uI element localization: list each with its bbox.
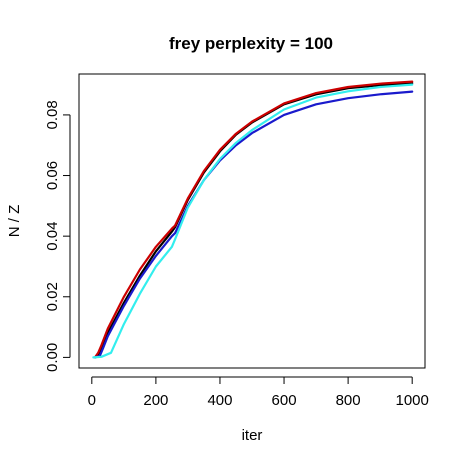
x-axis: 0 200 400 600 800 1000	[88, 376, 429, 409]
series-line-2	[93, 80, 414, 359]
x-tick-label: 1000	[395, 392, 428, 409]
y-axis-label: N / Z	[6, 205, 23, 238]
x-tick-label: 200	[143, 392, 168, 409]
y-tick-label: 0.08	[44, 100, 61, 129]
x-axis-label: iter	[242, 427, 263, 444]
series-line-3	[93, 90, 414, 359]
y-axis: 0.00 0.02 0.04 0.06 0.08	[44, 100, 71, 372]
y-tick-label: 0.06	[44, 161, 61, 190]
series-line-1	[93, 81, 414, 359]
y-tick-label: 0.02	[44, 282, 61, 311]
x-tick-label: 800	[336, 392, 361, 409]
x-tick-label: 600	[272, 392, 297, 409]
y-tick-label: 0.00	[44, 343, 61, 372]
series-line-4	[92, 83, 414, 359]
x-tick-label: 400	[207, 392, 232, 409]
chart-title: frey perplexity = 100	[169, 34, 333, 53]
plot-frame	[78, 73, 426, 369]
x-tick-label: 0	[88, 392, 96, 409]
y-tick-label: 0.04	[44, 222, 61, 251]
series-layer	[92, 80, 414, 359]
